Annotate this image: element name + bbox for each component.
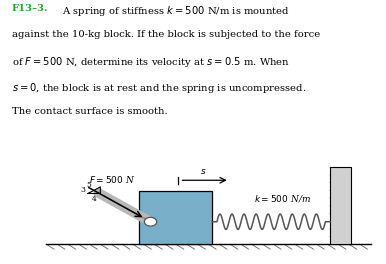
Text: 3: 3 — [80, 186, 85, 194]
Text: F13–3.: F13–3. — [12, 4, 48, 13]
Text: against the 10-kg block. If the block is subjected to the force: against the 10-kg block. If the block is… — [12, 30, 320, 39]
Text: $s = 0$, the block is at rest and the spring is uncompressed.: $s = 0$, the block is at rest and the sp… — [12, 81, 306, 95]
Bar — [330, 167, 351, 244]
Text: A spring of stiffness $k = 500$ N/m is mounted: A spring of stiffness $k = 500$ N/m is m… — [56, 4, 290, 18]
Text: 5: 5 — [86, 181, 91, 188]
Text: of $F = 500$ N, determine its velocity at $s = 0.5$ m. When: of $F = 500$ N, determine its velocity a… — [12, 55, 290, 69]
Text: $s$: $s$ — [200, 167, 207, 176]
Bar — [139, 191, 212, 244]
Text: 4: 4 — [92, 195, 96, 203]
Circle shape — [144, 217, 157, 226]
Text: $F = 500$ N: $F = 500$ N — [89, 174, 135, 185]
Text: $k = 500$ N/m: $k = 500$ N/m — [254, 194, 311, 204]
Text: The contact surface is smooth.: The contact surface is smooth. — [12, 107, 167, 116]
